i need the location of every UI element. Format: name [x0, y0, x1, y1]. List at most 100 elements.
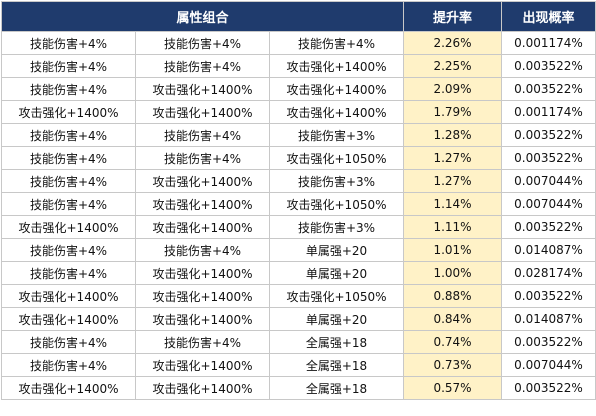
rate-cell: 1.27%: [403, 169, 502, 193]
table-row: 技能伤害+4% 技能伤害+4% 全属强+18 0.74% 0.003522%: [1, 330, 596, 354]
attr-2-cell: 攻击强化+1400%: [135, 100, 270, 124]
attr-1-cell: 技能伤害+4%: [1, 353, 136, 377]
table-row: 技能伤害+4% 技能伤害+4% 技能伤害+4% 2.26% 0.001174%: [1, 31, 596, 55]
table-row: 攻击强化+1400% 攻击强化+1400% 攻击强化+1400% 1.79% 0.001…: [1, 100, 596, 124]
attr-1-cell: 技能伤害+4%: [1, 77, 136, 101]
attr-3-cell: 攻击强化+1050%: [269, 284, 404, 308]
attr-3-cell: 全属强+18: [269, 376, 404, 400]
attr-1-cell: 攻击强化+1400%: [1, 307, 136, 331]
attr-1-cell: 攻击强化+1400%: [1, 376, 136, 400]
attr-2-cell: 技能伤害+4%: [135, 31, 270, 55]
attr-2-cell: 攻击强化+1400%: [135, 284, 270, 308]
rate-cell: 0.57%: [403, 376, 502, 400]
prob-cell: 0.014087%: [501, 307, 596, 331]
attr-1-cell: 技能伤害+4%: [1, 146, 136, 170]
attr-3-cell: 攻击强化+1400%: [269, 77, 404, 101]
header-rate: 提升率: [403, 1, 502, 32]
prob-cell: 0.003522%: [501, 215, 596, 239]
attr-3-cell: 攻击强化+1050%: [269, 146, 404, 170]
attr-3-cell: 技能伤害+3%: [269, 215, 404, 239]
rate-cell: 1.79%: [403, 100, 502, 124]
attr-1-cell: 攻击强化+1400%: [1, 215, 136, 239]
attr-1-cell: 技能伤害+4%: [1, 123, 136, 147]
prob-cell: 0.003522%: [501, 284, 596, 308]
table-row: 攻击强化+1400% 攻击强化+1400% 单属强+20 0.84% 0.014087%: [1, 307, 596, 331]
prob-cell: 0.007044%: [501, 169, 596, 193]
attr-3-cell: 攻击强化+1050%: [269, 192, 404, 216]
attr-3-cell: 攻击强化+1400%: [269, 100, 404, 124]
table-row: 技能伤害+4% 攻击强化+1400% 技能伤害+3% 1.27% 0.007044%: [1, 169, 596, 193]
prob-cell: 0.007044%: [501, 192, 596, 216]
attr-3-cell: 单属强+20: [269, 261, 404, 285]
probability-table: 属性组合 提升率 出现概率 技能伤害+4% 技能伤害+4% 技能伤害+4% 2.26%…: [1, 1, 596, 400]
prob-cell: 0.003522%: [501, 123, 596, 147]
rate-cell: 0.88%: [403, 284, 502, 308]
header-row: 属性组合 提升率 出现概率: [1, 1, 596, 32]
rate-cell: 0.74%: [403, 330, 502, 354]
table-row: 技能伤害+4% 攻击强化+1400% 攻击强化+1400% 2.09% 0.003522…: [1, 77, 596, 101]
attr-3-cell: 攻击强化+1400%: [269, 54, 404, 78]
prob-cell: 0.001174%: [501, 100, 596, 124]
attr-1-cell: 技能伤害+4%: [1, 238, 136, 262]
rate-cell: 1.27%: [403, 146, 502, 170]
table-row: 技能伤害+4% 技能伤害+4% 攻击强化+1400% 2.25% 0.003522%: [1, 54, 596, 78]
attr-2-cell: 攻击强化+1400%: [135, 169, 270, 193]
rate-cell: 2.26%: [403, 31, 502, 55]
attr-2-cell: 攻击强化+1400%: [135, 215, 270, 239]
attr-3-cell: 全属强+18: [269, 330, 404, 354]
table-row: 技能伤害+4% 攻击强化+1400% 单属强+20 1.00% 0.028174%: [1, 261, 596, 285]
rate-cell: 0.84%: [403, 307, 502, 331]
attr-2-cell: 攻击强化+1400%: [135, 77, 270, 101]
rate-cell: 1.28%: [403, 123, 502, 147]
attr-2-cell: 攻击强化+1400%: [135, 261, 270, 285]
header-prob: 出现概率: [501, 1, 596, 32]
attr-2-cell: 技能伤害+4%: [135, 330, 270, 354]
table-row: 技能伤害+4% 技能伤害+4% 单属强+20 1.01% 0.014087%: [1, 238, 596, 262]
prob-cell: 0.028174%: [501, 261, 596, 285]
attr-1-cell: 攻击强化+1400%: [1, 100, 136, 124]
attr-1-cell: 技能伤害+4%: [1, 192, 136, 216]
rate-cell: 1.01%: [403, 238, 502, 262]
attr-3-cell: 技能伤害+3%: [269, 169, 404, 193]
attr-2-cell: 技能伤害+4%: [135, 238, 270, 262]
table-row: 技能伤害+4% 攻击强化+1400% 攻击强化+1050% 1.14% 0.007044…: [1, 192, 596, 216]
rate-cell: 2.09%: [403, 77, 502, 101]
attr-2-cell: 攻击强化+1400%: [135, 376, 270, 400]
attr-1-cell: 技能伤害+4%: [1, 31, 136, 55]
attr-2-cell: 攻击强化+1400%: [135, 307, 270, 331]
rate-cell: 1.14%: [403, 192, 502, 216]
table-row: 技能伤害+4% 攻击强化+1400% 全属强+18 0.73% 0.007044%: [1, 353, 596, 377]
attr-2-cell: 技能伤害+4%: [135, 146, 270, 170]
rate-cell: 2.25%: [403, 54, 502, 78]
attr-2-cell: 攻击强化+1400%: [135, 353, 270, 377]
attr-3-cell: 技能伤害+4%: [269, 31, 404, 55]
prob-cell: 0.007044%: [501, 353, 596, 377]
prob-cell: 0.003522%: [501, 54, 596, 78]
prob-cell: 0.003522%: [501, 77, 596, 101]
attr-2-cell: 技能伤害+4%: [135, 54, 270, 78]
attr-1-cell: 技能伤害+4%: [1, 169, 136, 193]
table-row: 技能伤害+4% 技能伤害+4% 攻击强化+1050% 1.27% 0.003522%: [1, 146, 596, 170]
attr-1-cell: 技能伤害+4%: [1, 330, 136, 354]
attr-1-cell: 技能伤害+4%: [1, 261, 136, 285]
table-row: 技能伤害+4% 技能伤害+4% 技能伤害+3% 1.28% 0.003522%: [1, 123, 596, 147]
rate-cell: 1.00%: [403, 261, 502, 285]
prob-cell: 0.003522%: [501, 146, 596, 170]
rate-cell: 0.73%: [403, 353, 502, 377]
table-row: 攻击强化+1400% 攻击强化+1400% 攻击强化+1050% 0.88% 0.003…: [1, 284, 596, 308]
prob-cell: 0.003522%: [501, 330, 596, 354]
table-body: 技能伤害+4% 技能伤害+4% 技能伤害+4% 2.26% 0.001174% 技能伤害+…: [1, 31, 596, 400]
table-row: 攻击强化+1400% 攻击强化+1400% 全属强+18 0.57% 0.003522%: [1, 376, 596, 400]
attr-3-cell: 技能伤害+3%: [269, 123, 404, 147]
table-row: 攻击强化+1400% 攻击强化+1400% 技能伤害+3% 1.11% 0.003522…: [1, 215, 596, 239]
attr-3-cell: 单属强+20: [269, 238, 404, 262]
prob-cell: 0.003522%: [501, 376, 596, 400]
attr-1-cell: 攻击强化+1400%: [1, 284, 136, 308]
rate-cell: 1.11%: [403, 215, 502, 239]
prob-cell: 0.001174%: [501, 31, 596, 55]
header-combo: 属性组合: [1, 1, 404, 32]
attr-3-cell: 全属强+18: [269, 353, 404, 377]
prob-cell: 0.014087%: [501, 238, 596, 262]
attr-3-cell: 单属强+20: [269, 307, 404, 331]
attr-2-cell: 攻击强化+1400%: [135, 192, 270, 216]
